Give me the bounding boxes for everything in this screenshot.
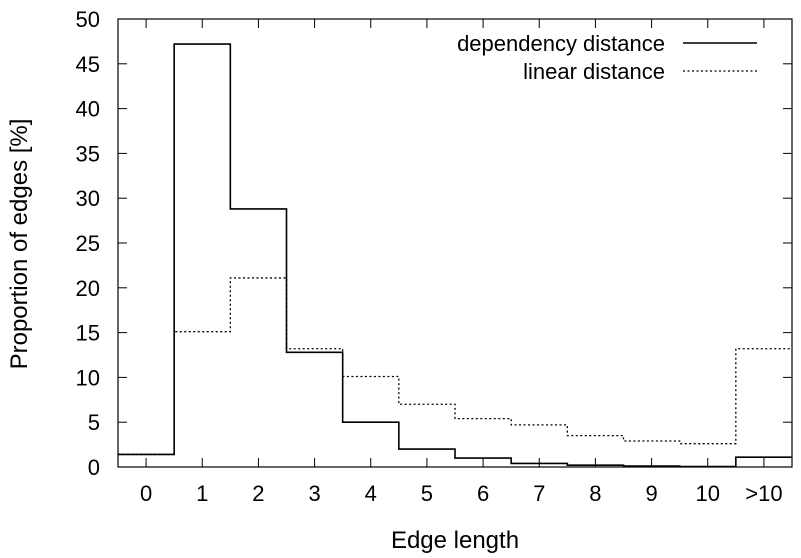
y-tick-label: 15	[76, 321, 100, 346]
x-tick-label: 1	[196, 481, 208, 506]
y-tick-label: 40	[76, 97, 100, 122]
x-tick-label: 4	[365, 481, 377, 506]
legend: dependency distance linear distance	[457, 31, 757, 84]
x-tick-label: 9	[645, 481, 657, 506]
plot-frame	[117, 18, 793, 468]
y-tick-label: 25	[76, 231, 100, 256]
legend-label: dependency distance	[457, 31, 665, 56]
y-tick-label: 10	[76, 365, 100, 390]
series-linear-distance-line	[118, 277, 792, 456]
y-tick-label: 35	[76, 141, 100, 166]
y-axis-label: Proportion of edges [%]	[6, 119, 33, 370]
y-tick-label: 20	[76, 276, 100, 301]
x-tick-label: 0	[140, 481, 152, 506]
plot-area	[117, 18, 793, 468]
x-tick-label: 10	[696, 481, 720, 506]
x-tick-label: 6	[477, 481, 489, 506]
y-tick-label: 50	[76, 7, 100, 32]
x-tick-label: 3	[308, 481, 320, 506]
series-layer	[118, 43, 792, 468]
y-axis: 0 5 10 15 20 25 30 35 40 45 50	[76, 7, 792, 480]
y-tick-label: 30	[76, 186, 100, 211]
x-tick-label: 8	[589, 481, 601, 506]
series-dependency-distance-line	[118, 43, 792, 468]
y-tick-label: 45	[76, 52, 100, 77]
x-tick-label: 5	[421, 481, 433, 506]
x-tick-label: 7	[533, 481, 545, 506]
x-tick-label: >10	[745, 481, 782, 506]
y-tick-label: 0	[88, 455, 100, 480]
x-axis-label: Edge length	[391, 527, 519, 554]
y-tick-label: 5	[88, 410, 100, 435]
x-tick-label: 2	[252, 481, 264, 506]
x-axis: 0 1 2 3 4 5 6 7 8 9 10 >10	[140, 19, 783, 506]
legend-label: linear distance	[523, 59, 665, 84]
